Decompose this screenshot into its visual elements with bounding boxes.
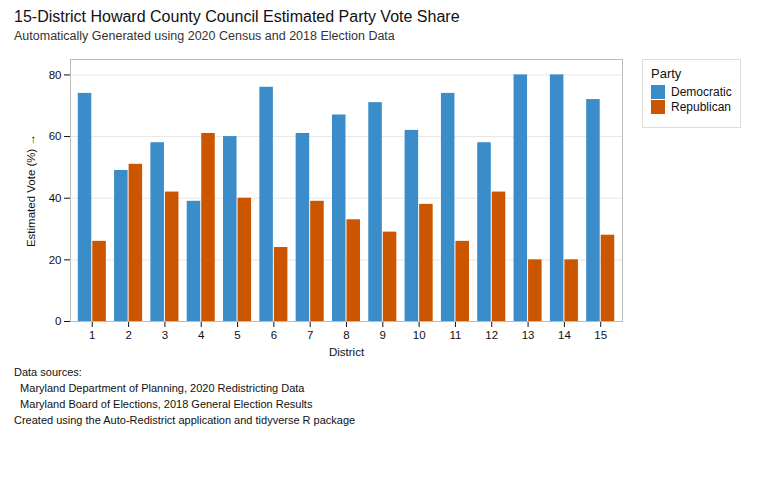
svg-text:District: District (329, 346, 365, 358)
svg-text:4: 4 (198, 329, 205, 341)
html-text:Data sources: Maryland Departm: Data sources: Maryland Department of Pla… (14, 366, 356, 426)
svg-text:60: 60 (49, 130, 62, 142)
svg-text:9: 9 (380, 329, 386, 341)
svg-text:7: 7 (307, 329, 313, 341)
html-text:Democratic: Democratic (671, 85, 732, 99)
svg-text:3: 3 (162, 329, 168, 341)
svg-text:1: 1 (89, 329, 95, 341)
svg-text:20: 20 (49, 254, 62, 266)
svg-text:13: 13 (522, 329, 535, 341)
html-text:Republican: Republican (671, 100, 731, 114)
html-text:Party: Party (651, 66, 682, 81)
svg-text:80: 80 (49, 69, 62, 81)
html-text:15-District Howard County Coun: 15-District Howard County Council Estima… (14, 8, 460, 25)
svg-text:Estimated Vote (%) →: Estimated Vote (%) → (25, 134, 37, 247)
svg-text:2: 2 (125, 329, 131, 341)
svg-text:8: 8 (343, 329, 349, 341)
svg-text:12: 12 (485, 329, 498, 341)
svg-text:5: 5 (234, 329, 240, 341)
svg-text:11: 11 (449, 329, 461, 341)
svg-text:0: 0 (55, 315, 61, 327)
svg-text:15: 15 (594, 329, 607, 341)
svg-text:14: 14 (558, 329, 571, 341)
html-text:Automatically Generated using: Automatically Generated using 2020 Censu… (14, 29, 395, 43)
svg-text:10: 10 (413, 329, 426, 341)
svg-text:40: 40 (49, 192, 62, 204)
svg-text:6: 6 (271, 329, 277, 341)
